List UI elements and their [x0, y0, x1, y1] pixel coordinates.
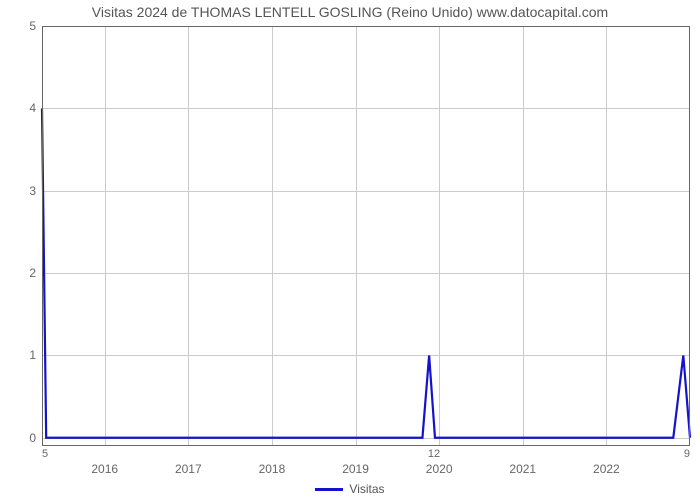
y-tick-label: 3 — [14, 184, 36, 198]
axis-corner-label: 9 — [670, 448, 690, 460]
legend-swatch — [315, 488, 343, 491]
x-tick-label: 2018 — [259, 462, 286, 476]
x-tick-label: 2019 — [342, 462, 369, 476]
y-tick-label: 5 — [14, 19, 36, 33]
x-tick-label: 2020 — [426, 462, 453, 476]
y-tick-label: 0 — [14, 431, 36, 445]
y-tick-label: 2 — [14, 266, 36, 280]
chart-title: Visitas 2024 de THOMAS LENTELL GOSLING (… — [0, 4, 700, 20]
chart-container: Visitas 2024 de THOMAS LENTELL GOSLING (… — [0, 0, 700, 500]
axis-corner-label: 12 — [428, 448, 440, 460]
x-tick-label: 2017 — [175, 462, 202, 476]
legend: Visitas — [0, 482, 700, 496]
series-line — [42, 108, 690, 437]
axis-corner-label: 5 — [42, 448, 48, 460]
x-tick-label: 2022 — [593, 462, 620, 476]
x-tick-label: 2021 — [509, 462, 536, 476]
legend-label: Visitas — [349, 482, 384, 496]
y-tick-label: 1 — [14, 348, 36, 362]
x-tick-label: 2016 — [91, 462, 118, 476]
plot-area — [42, 26, 690, 446]
y-tick-label: 4 — [14, 101, 36, 115]
line-series-svg — [42, 26, 690, 446]
